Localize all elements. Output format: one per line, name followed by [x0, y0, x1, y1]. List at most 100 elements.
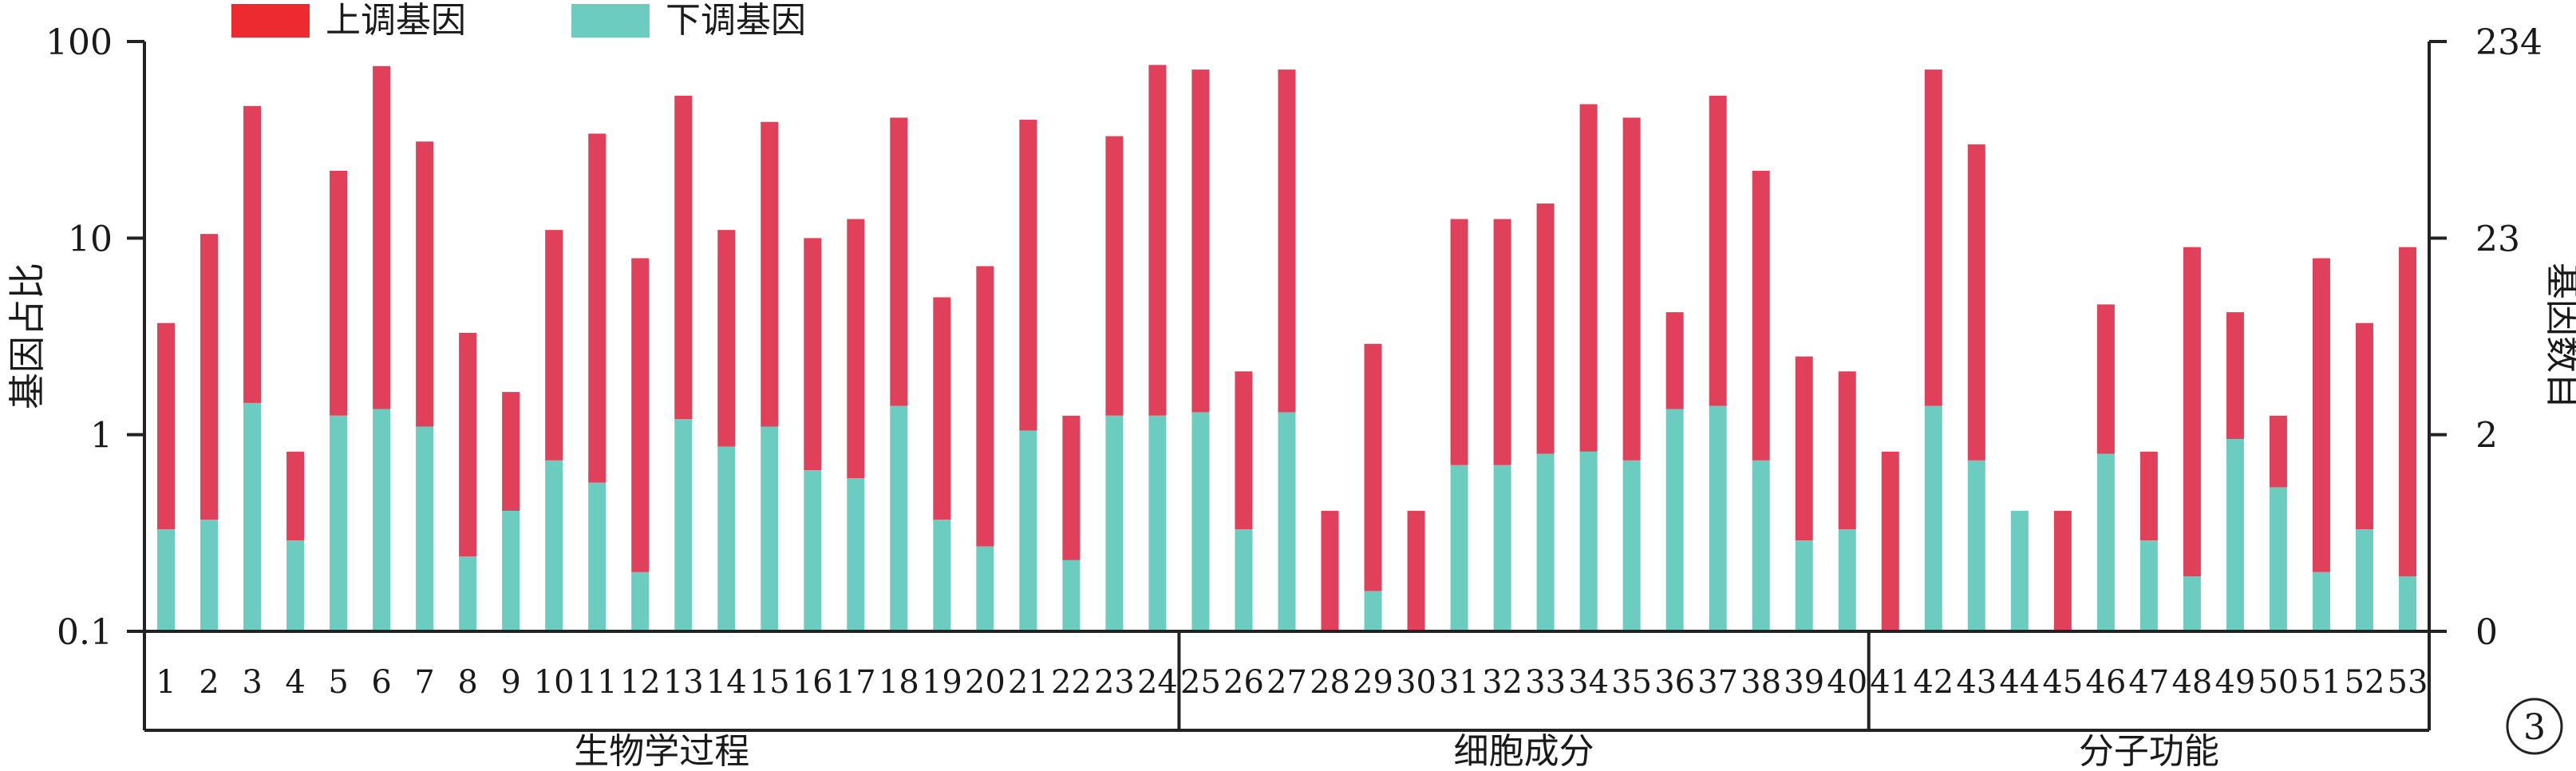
right-axis-ticks: 0 2 23 234	[2429, 22, 2542, 653]
bar-up-33	[1536, 203, 1555, 454]
x-tick-label-40: 40	[1827, 664, 1867, 701]
left-tick-label-100: 100	[45, 22, 113, 63]
x-tick-label-44: 44	[1999, 664, 2040, 701]
bar-down-11	[588, 482, 606, 631]
bar-down-16	[804, 470, 822, 631]
bar-up-7	[416, 141, 434, 427]
bar-up-31	[1450, 219, 1468, 465]
legend: 上调基因 下调基因	[231, 0, 806, 41]
bar-up-20	[976, 266, 994, 547]
bar-up-15	[761, 121, 779, 427]
bar-down-36	[1665, 409, 1684, 631]
bar-down-20	[976, 546, 994, 631]
bar-up-50	[2269, 415, 2287, 488]
group-label-2: 细胞成分	[1454, 731, 1594, 771]
bar-down-43	[1967, 460, 1985, 631]
bar-up-1	[157, 322, 176, 530]
x-tick-label-32: 32	[1482, 664, 1523, 701]
x-tick-label-49: 49	[2214, 664, 2255, 701]
x-tick-label-45: 45	[2042, 664, 2083, 701]
bar-up-27	[1278, 69, 1296, 413]
panel-label: 3	[2506, 698, 2563, 755]
x-tick-label-11: 11	[577, 664, 618, 701]
bar-down-23	[1105, 415, 1124, 631]
bar-up-26	[1235, 371, 1253, 530]
right-tick-label-23: 23	[2475, 219, 2520, 259]
x-tick-label-30: 30	[1396, 664, 1436, 701]
x-tick-label-39: 39	[1784, 664, 1824, 701]
bar-up-23	[1105, 136, 1124, 416]
right-tick-label-234: 234	[2475, 22, 2542, 63]
bar-up-12	[631, 258, 650, 572]
bar-up-6	[373, 65, 391, 409]
bar-up-9	[502, 392, 520, 512]
bar-down-44	[2010, 511, 2029, 631]
x-tick-label-34: 34	[1568, 664, 1609, 701]
bar-up-28	[1321, 511, 1339, 631]
bar-up-22	[1062, 415, 1081, 560]
bar-up-52	[2355, 322, 2373, 530]
bar-down-2	[200, 520, 219, 631]
bar-down-21	[1019, 430, 1037, 631]
x-tick-label-24: 24	[1137, 664, 1178, 701]
left-axis-title: 基因占比	[6, 263, 49, 409]
bar-up-36	[1665, 312, 1684, 409]
bar-down-46	[2096, 453, 2115, 631]
x-tick-label-21: 21	[1008, 664, 1049, 701]
bar-down-10	[545, 460, 563, 631]
x-tick-label-46: 46	[2085, 664, 2126, 701]
legend-swatch-down	[571, 4, 650, 38]
bar-down-1	[157, 529, 176, 631]
bar-up-18	[890, 117, 908, 406]
bar-down-40	[1838, 529, 1856, 631]
bar-down-4	[286, 540, 305, 631]
group-label-1: 生物学过程	[574, 731, 749, 771]
x-tick-label-15: 15	[749, 664, 790, 701]
x-tick-label-8: 8	[457, 664, 477, 701]
bar-down-48	[2183, 576, 2201, 631]
group-label-3: 分子功能	[2079, 731, 2219, 771]
bar-down-13	[674, 419, 693, 631]
bar-down-17	[847, 478, 865, 631]
right-axis-title: 基因数目	[2542, 263, 2576, 409]
x-tick-label-26: 26	[1223, 664, 1264, 701]
x-tick-label-1: 1	[156, 664, 176, 701]
bar-down-5	[330, 415, 348, 631]
bar-up-17	[847, 219, 865, 479]
x-tick-label-38: 38	[1740, 664, 1781, 701]
bar-down-8	[459, 556, 477, 631]
bar-up-39	[1795, 356, 1813, 541]
bar-up-19	[933, 297, 951, 520]
bar-down-35	[1622, 460, 1641, 631]
bar-down-26	[1235, 529, 1253, 631]
x-tick-label-14: 14	[706, 664, 747, 701]
bar-up-42	[1924, 69, 1942, 406]
legend-label-up: 上调基因	[326, 0, 466, 41]
bar-up-14	[717, 230, 736, 447]
group-brackets: 生物学过程 细胞成分 分子功能	[143, 631, 2431, 771]
bar-up-30	[1407, 511, 1425, 631]
bar-up-5	[330, 170, 348, 416]
x-tick-label-42: 42	[1913, 664, 1954, 701]
bar-down-50	[2269, 487, 2287, 631]
bar-up-46	[2096, 304, 2115, 454]
x-tick-label-33: 33	[1525, 664, 1566, 701]
bar-up-37	[1709, 95, 1727, 406]
bar-up-21	[1019, 120, 1037, 431]
bar-up-8	[459, 332, 477, 557]
x-tick-label-17: 17	[836, 664, 876, 701]
x-tick-label-5: 5	[328, 664, 348, 701]
bar-down-42	[1924, 405, 1942, 631]
x-tick-label-53: 53	[2388, 664, 2428, 701]
x-tick-label-13: 13	[663, 664, 704, 701]
bar-up-38	[1752, 170, 1770, 461]
bar-down-22	[1062, 559, 1081, 631]
bar-down-29	[1364, 591, 1382, 631]
bar-down-12	[631, 571, 650, 631]
bar-up-41	[1881, 451, 1899, 631]
x-tick-label-35: 35	[1611, 664, 1652, 701]
bar-down-49	[2226, 439, 2244, 631]
left-axis-ticks: 0.1 1 10 100	[45, 22, 144, 653]
legend-swatch-up	[231, 4, 310, 38]
bar-down-51	[2312, 571, 2330, 631]
